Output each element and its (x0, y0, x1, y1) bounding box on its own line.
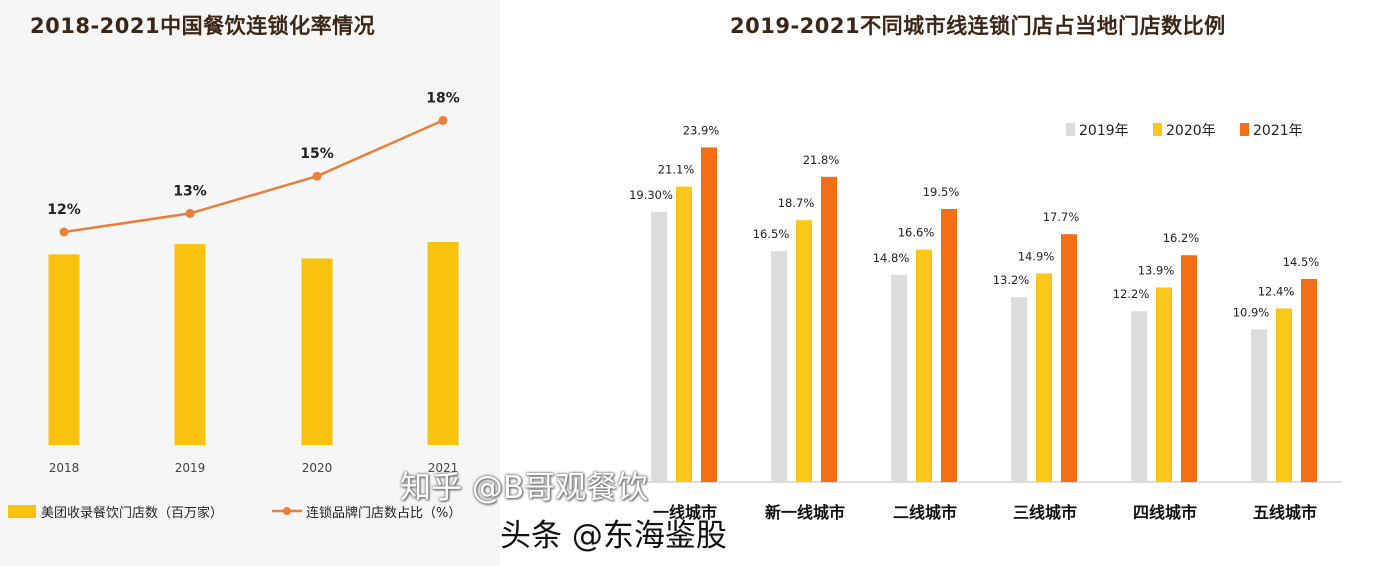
right-chart-title: 2019-2021不同城市线连锁门店占当地门店数比例 (730, 14, 1226, 38)
city-tier-bar (676, 186, 692, 482)
store-count-bar (301, 258, 333, 445)
zhihu-watermark: 知乎 @B哥观餐饮 (400, 470, 649, 506)
store-count-bar (427, 242, 459, 445)
city-tier-label: 三线城市 (1013, 503, 1077, 522)
bar-value-label: 19.5% (923, 185, 960, 199)
city-tier-bar (1036, 273, 1052, 482)
bar-value-label: 18.7% (778, 196, 815, 210)
city-tier-bar (916, 249, 932, 482)
city-tier-bar (1061, 234, 1077, 482)
city-tier-bar (651, 211, 667, 483)
x-tick-label: 2018 (49, 461, 80, 475)
right-chart-panel: 2019-2021不同城市线连锁门店占当地门店数比例 19.30% 21.1% 23… (600, 0, 1374, 566)
city-tier-bar (1131, 311, 1147, 482)
chain-rate-label: 15% (300, 146, 334, 162)
legend-label: 2021年 (1253, 123, 1303, 139)
bar-value-label: 21.8% (803, 153, 840, 167)
city-tier-bar (821, 176, 837, 483)
bar-value-label: 16.2% (1163, 231, 1200, 245)
city-tier-bar (891, 274, 907, 482)
city-tier-label: 新一线城市 (765, 503, 845, 522)
city-tier-label: 五线城市 (1253, 503, 1317, 522)
city-tier-bar (1276, 308, 1292, 482)
legend-line-marker (283, 507, 291, 515)
chain-rate-label: 12% (47, 202, 81, 218)
left-chart-panel: 2018-2021中国餐饮连锁化率情况 2018 2019 2020 2021 12% 1… (0, 0, 500, 566)
legend-swatch (1240, 123, 1249, 136)
legend-bar-swatch (8, 505, 36, 518)
store-count-bar (48, 254, 80, 445)
bar-value-label: 13.9% (1138, 263, 1175, 277)
chain-rate-point (59, 227, 69, 237)
city-tier-bar (1156, 287, 1172, 482)
legend-line-label: 连锁品牌门店数占比（%） (306, 505, 461, 521)
chain-rate-point (438, 115, 448, 125)
store-count-bar (174, 244, 206, 445)
bar-value-label: 19.30% (629, 188, 673, 202)
bar-value-label: 23.9% (683, 123, 720, 137)
chain-rate-label: 13% (173, 183, 207, 199)
bar-value-label: 12.2% (1113, 287, 1150, 301)
bar-value-label: 12.4% (1258, 284, 1295, 298)
bar-value-label: 14.9% (1018, 249, 1055, 263)
legend-swatch (1153, 123, 1162, 136)
city-tier-bar (771, 251, 787, 482)
left-chart-svg: 2018 2019 2020 2021 12% 13% 15% 18% 美团收录餐饮门店数（百万… (8, 90, 461, 521)
chain-rate-point (185, 208, 195, 218)
city-tier-bar (796, 220, 812, 482)
city-tier-bar (701, 147, 717, 482)
legend-label: 2020年 (1166, 123, 1216, 139)
toutiao-watermark: 头条 @东海鉴股 (500, 518, 727, 554)
city-tier-bar (1011, 297, 1027, 482)
chain-rate-line (63, 119, 444, 234)
bar-value-label: 13.2% (993, 273, 1030, 287)
city-tier-bar (1301, 279, 1317, 482)
bar-value-label: 16.6% (898, 226, 935, 240)
right-chart-svg: 19.30% 21.1% 23.9% 一线城市 16.5% 18.7% 21.8% 新一线城市… (625, 123, 1342, 522)
city-tier-label: 二线城市 (893, 503, 957, 522)
chain-rate-label: 18% (426, 90, 460, 106)
bar-value-label: 17.7% (1043, 210, 1080, 224)
bar-value-label: 14.8% (873, 251, 910, 265)
city-tier-label: 四线城市 (1133, 503, 1197, 522)
bar-value-label: 10.9% (1233, 305, 1270, 319)
legend-bar-label: 美团收录餐饮门店数（百万家） (41, 505, 223, 521)
x-tick-label: 2019 (175, 461, 206, 475)
legend-label: 2019年 (1079, 123, 1129, 139)
left-chart-title: 2018-2021中国餐饮连锁化率情况 (30, 14, 376, 38)
chain-rate-point (312, 171, 322, 181)
bar-value-label: 16.5% (753, 227, 790, 241)
city-tier-label: 一线城市 (653, 503, 717, 522)
city-tier-bar (941, 209, 957, 482)
city-tier-bar (1181, 255, 1197, 482)
bar-value-label: 14.5% (1283, 255, 1320, 269)
city-tier-bar (1251, 329, 1267, 482)
bar-value-label: 21.1% (658, 163, 695, 177)
x-tick-label: 2020 (302, 461, 333, 475)
x-tick-label: 2021 (428, 461, 459, 475)
legend-swatch (1066, 123, 1075, 136)
